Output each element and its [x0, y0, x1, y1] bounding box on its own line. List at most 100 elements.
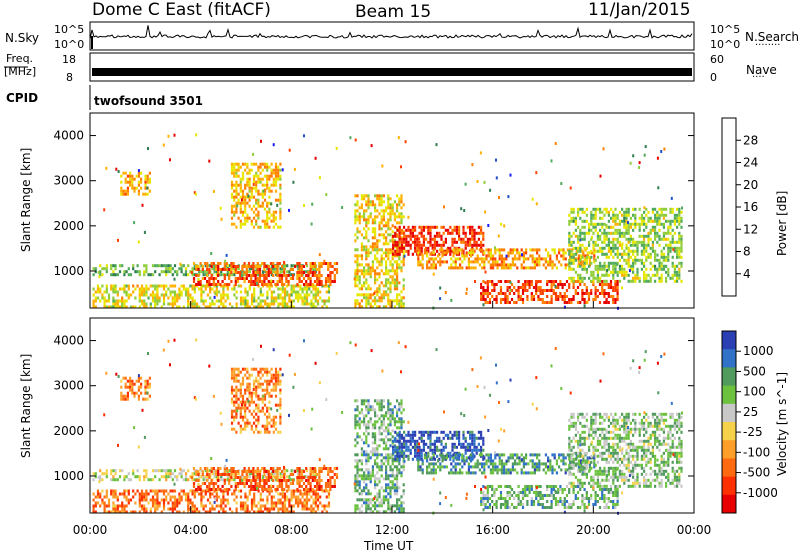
data-cell — [222, 478, 225, 482]
data-cell — [214, 470, 218, 473]
data-cell — [300, 265, 303, 268]
data-cell — [94, 299, 97, 303]
data-cell — [99, 270, 102, 274]
data-cell — [365, 236, 368, 240]
data-cell — [365, 438, 368, 442]
data-cell — [651, 249, 654, 253]
data-cell — [356, 278, 359, 282]
data-cell — [241, 473, 244, 476]
data-cell — [283, 492, 287, 496]
data-cell — [198, 475, 201, 479]
data-cell — [294, 495, 298, 499]
data-cell — [222, 498, 225, 502]
data-cell — [211, 472, 214, 476]
data-cell — [462, 228, 465, 232]
data-cell — [110, 284, 113, 288]
data-cell — [236, 485, 240, 488]
data-cell — [296, 283, 299, 286]
data-cell — [396, 284, 399, 288]
data-cell — [593, 248, 596, 252]
data-cell — [112, 507, 115, 511]
data-cell — [223, 262, 226, 265]
data-cell — [579, 238, 582, 242]
data-cell — [367, 459, 370, 463]
data-cell — [316, 507, 320, 511]
data-cell — [365, 501, 368, 505]
data-cell — [105, 267, 108, 271]
data-cell — [243, 467, 246, 470]
data-cell — [200, 293, 203, 297]
data-cell — [367, 423, 370, 427]
data-cell — [616, 283, 619, 286]
data-cell — [275, 296, 278, 300]
data-cell — [253, 290, 256, 294]
data-cell — [99, 264, 102, 268]
data-cell — [594, 249, 597, 253]
data-cell — [257, 478, 260, 482]
data-cell — [298, 280, 301, 283]
data-cell — [112, 492, 115, 496]
data-cell — [433, 225, 436, 229]
data-cell — [230, 186, 234, 190]
data-cell — [302, 277, 306, 280]
data-cell — [171, 299, 174, 303]
data-cell — [371, 498, 374, 502]
data-cell — [405, 234, 408, 238]
data-cell — [268, 165, 271, 169]
data-cell — [400, 206, 403, 210]
data-cell — [378, 233, 381, 237]
data-cell — [206, 479, 209, 482]
data-cell — [565, 289, 569, 292]
data-cell — [382, 441, 385, 445]
data-cell — [354, 489, 357, 493]
data-cell — [206, 280, 209, 283]
data-cell — [528, 283, 531, 286]
data-cell — [609, 283, 613, 286]
data-cell — [266, 267, 269, 271]
data-cell — [237, 165, 240, 169]
data-cell — [629, 243, 632, 247]
data-cell — [515, 301, 518, 304]
data-cell — [274, 488, 277, 491]
data-cell — [169, 267, 172, 271]
data-cell — [623, 267, 626, 271]
data-cell — [246, 510, 249, 514]
data-cell — [478, 263, 481, 267]
data-cell — [385, 272, 388, 276]
data-cell — [259, 287, 262, 291]
data-cell — [187, 507, 190, 511]
data-cell — [195, 268, 198, 271]
data-cell — [252, 262, 255, 265]
data-cell — [297, 504, 300, 508]
data-cell — [585, 207, 588, 211]
data-cell — [570, 258, 573, 262]
data-cell — [416, 240, 419, 244]
data-cell — [327, 277, 330, 280]
data-cell — [672, 248, 675, 252]
data-cell — [204, 305, 207, 309]
data-cell — [398, 408, 401, 412]
data-cell — [654, 237, 657, 241]
data-cell — [280, 488, 284, 491]
data-cell — [484, 281, 487, 285]
data-cell — [515, 289, 518, 292]
data-cell — [645, 246, 648, 250]
data-cell — [288, 293, 291, 297]
data-cell — [272, 183, 275, 187]
data-cell — [451, 228, 454, 232]
data-cell — [321, 504, 324, 508]
data-cell — [324, 488, 328, 491]
data-cell — [274, 162, 278, 166]
data-cell — [300, 479, 303, 482]
data-cell — [590, 270, 593, 274]
data-cell — [112, 270, 115, 274]
data-cell — [252, 174, 256, 178]
data-cell — [267, 473, 270, 476]
data-cell — [333, 262, 336, 265]
data-cell — [385, 263, 388, 267]
data-cell — [636, 249, 639, 253]
data-cell — [209, 492, 212, 496]
data-cell — [518, 251, 521, 255]
data-cell — [235, 210, 238, 214]
data-cell — [133, 221, 136, 225]
